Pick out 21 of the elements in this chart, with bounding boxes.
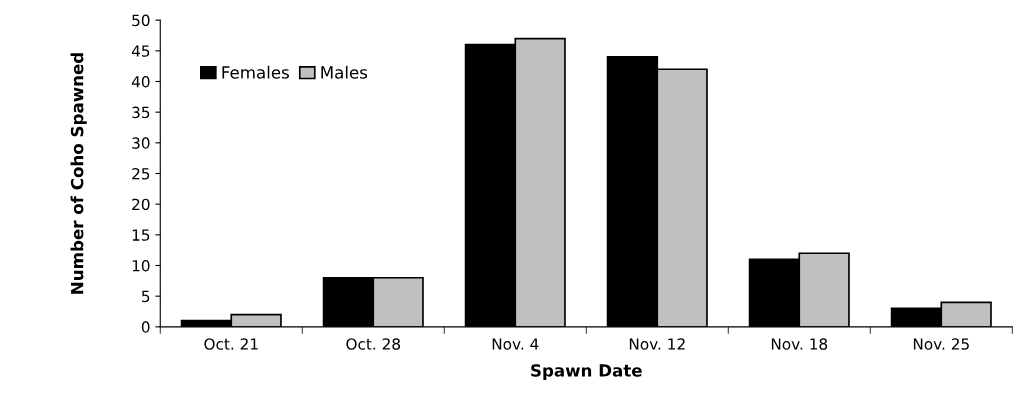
y-tick-label: 20 — [132, 198, 150, 211]
y-tick-label: 5 — [142, 290, 150, 303]
y-tick-label: 50 — [132, 14, 150, 27]
y-tick-label: 15 — [132, 229, 150, 241]
x-tick-label: Oct. 21 — [204, 338, 258, 350]
y-tick-label: 35 — [132, 106, 150, 119]
x-axis-title: Spawn Date — [531, 364, 642, 380]
y-tick-label: 45 — [131, 45, 150, 57]
x-tick-label: Nov. 25 — [913, 338, 969, 350]
x-tick-label: Oct. 28 — [346, 338, 401, 350]
y-tick-label: 40 — [131, 75, 150, 88]
legend-label: Males — [321, 65, 368, 79]
y-tick-label: 10 — [132, 259, 150, 272]
x-tick-label: Nov. 18 — [771, 338, 828, 350]
y-tick-label: 0 — [141, 321, 150, 333]
y-tick-label: 30 — [132, 137, 150, 149]
x-tick-label: Nov. 4 — [492, 338, 539, 350]
y-axis-title: Number of Coho Spawned — [70, 53, 87, 294]
legend-label: Females — [222, 65, 289, 79]
x-tick-label: Nov. 12 — [629, 338, 685, 350]
y-tick-label: 25 — [132, 167, 150, 180]
